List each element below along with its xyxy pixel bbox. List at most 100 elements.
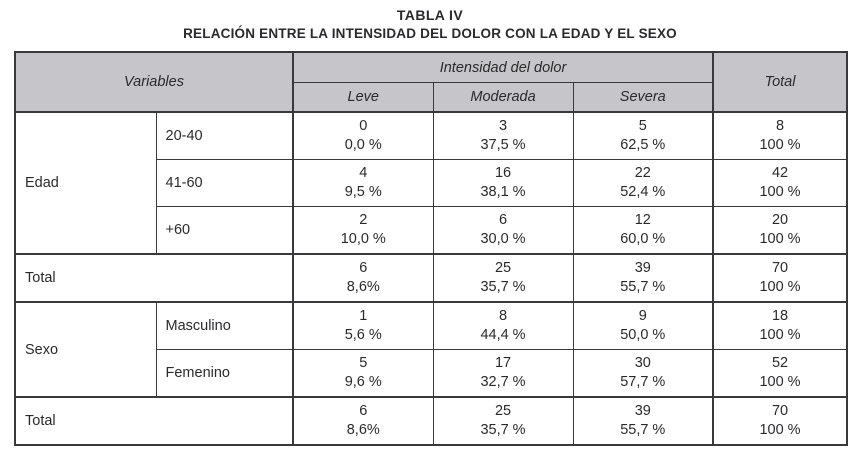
cell-percent: 57,7 % [620, 374, 666, 390]
group-label-edad: Edad [14, 111, 157, 255]
cell-percent: 55,7 % [620, 422, 666, 438]
cell-percent: 10,0 % [340, 231, 386, 247]
cell-count: 9 [638, 308, 647, 324]
cell-count: 3 [498, 118, 508, 134]
cell-count: 25 [494, 260, 512, 276]
table-cell: 42 100 % [712, 159, 848, 207]
cell-percent: 35,7 % [480, 422, 526, 438]
header-intensity-group: Intensidad del dolor [292, 51, 714, 83]
page: TABLA IV RELACIÓN ENTRE LA INTENSIDAD DE… [14, 7, 849, 446]
table-cell: 16 38,1 % [432, 159, 574, 207]
group-label-sexo: Sexo [14, 301, 157, 398]
cell-count: 16 [494, 165, 512, 181]
cell-percent: 9,5 % [344, 184, 382, 200]
table-subtitle: RELACIÓN ENTRE LA INTENSIDAD DEL DOLOR C… [183, 26, 677, 41]
cell-percent: 9,6 % [344, 374, 382, 390]
header-row-2: Leve Moderada Severa [15, 82, 847, 113]
table-cell: 12 60,0 % [572, 206, 714, 255]
cell-percent: 32,7 % [480, 374, 526, 390]
cell-percent: 100 % [759, 184, 801, 200]
table-cell: 9 50,0 % [572, 301, 714, 350]
cell-percent: 100 % [759, 327, 801, 343]
table-cell: 17 32,7 % [432, 349, 574, 398]
table-cell: 25 35,7 % [432, 396, 574, 446]
table-cell: 39 55,7 % [572, 253, 714, 303]
table-cell: 6 8,6% [292, 396, 434, 446]
header-level-moderada: Moderada [432, 82, 574, 113]
cell-count: 6 [359, 260, 368, 276]
table-cell: 30 57,7 % [572, 349, 714, 398]
cell-percent: 100 % [759, 374, 801, 390]
cell-count: 6 [359, 403, 368, 419]
results-table: Variables Intensidad del dolor Total Lev… [14, 51, 849, 446]
cell-percent: 37,5 % [480, 137, 526, 153]
cell-percent: 60,0 % [620, 231, 666, 247]
header-variables: Variables [14, 51, 294, 113]
header-row-1: Variables Intensidad del dolor Total [14, 51, 848, 113]
cell-count: 22 [634, 165, 651, 181]
row-label: Femenino [155, 349, 294, 398]
table-cell: 52 100 % [712, 349, 848, 398]
cell-count: 5 [359, 355, 368, 371]
cell-count: 8 [498, 308, 508, 324]
cell-percent: 100 % [759, 279, 801, 295]
cell-count: 18 [771, 308, 789, 324]
cell-percent: 8,6% [346, 422, 380, 438]
cell-percent: 50,0 % [620, 327, 666, 343]
cell-percent: 30,0 % [480, 231, 526, 247]
cell-percent: 44,4 % [480, 327, 526, 343]
header-total: Total [712, 51, 848, 113]
cell-percent: 8,6% [346, 279, 380, 295]
cell-count: 12 [634, 212, 651, 228]
table-cell: 70 100 % [712, 253, 848, 303]
cell-percent: 0,0 % [344, 137, 382, 153]
total-label: Total [14, 396, 294, 446]
cell-count: 25 [494, 403, 512, 419]
table-cell: 6 8,6% [292, 253, 434, 303]
cell-percent: 62,5 % [620, 137, 666, 153]
table-cell: 0 0,0 % [292, 111, 434, 160]
table-cell: 8 44,4 % [432, 301, 574, 350]
table-cell: 25 35,7 % [432, 253, 574, 303]
cell-count: 39 [634, 260, 651, 276]
cell-count: 5 [638, 118, 647, 134]
cell-percent: 35,7 % [480, 279, 526, 295]
cell-count: 17 [494, 355, 512, 371]
cell-count: 1 [359, 308, 368, 324]
cell-count: 6 [498, 212, 508, 228]
table-cell: 1 5,6 % [292, 301, 434, 350]
cell-count: 42 [771, 165, 789, 181]
table-cell: 6 30,0 % [432, 206, 574, 255]
cell-percent: 38,1 % [480, 184, 526, 200]
cell-percent: 100 % [759, 231, 801, 247]
table-row-total-sexo: Total 6 8,6% 25 35,7 % 39 55,7 % 70 100 … [14, 396, 848, 446]
table-cell: 8 100 % [712, 111, 848, 160]
table-cell: 20 100 % [712, 206, 848, 255]
cell-count: 30 [634, 355, 651, 371]
row-label: 41-60 [155, 159, 294, 207]
cell-count: 70 [771, 260, 789, 276]
table-row-edad-60plus: +60 2 10,0 % 6 30,0 % 12 60,0 % 20 100 % [15, 206, 848, 255]
table-row-edad-41-60: 41-60 4 9,5 % 16 38,1 % 22 52,4 % 42 100… [15, 159, 848, 207]
cell-count: 39 [634, 403, 651, 419]
cell-percent: 100 % [759, 137, 801, 153]
cell-percent: 5,6 % [344, 327, 382, 343]
cell-count: 8 [775, 118, 785, 134]
cell-count: 52 [771, 355, 789, 371]
row-label: 20-40 [155, 111, 294, 160]
header-level-leve: Leve [292, 82, 434, 113]
cell-count: 0 [359, 118, 368, 134]
table-row-edad-20-40: Edad 20-40 0 0,0 % 3 37,5 % 5 62,5 % 8 1… [14, 111, 848, 255]
header-level-severa: Severa [572, 82, 714, 113]
row-label: +60 [155, 206, 294, 255]
table-cell: 4 9,5 % [292, 159, 434, 207]
table-cell: 18 100 % [712, 301, 848, 350]
cell-count: 2 [359, 212, 368, 228]
cell-count: 20 [771, 212, 789, 228]
row-label: Masculino [155, 301, 294, 350]
table-cell: 70 100 % [712, 396, 848, 446]
cell-percent: 52,4 % [620, 184, 666, 200]
table-title: TABLA IV [396, 7, 464, 23]
table-cell: 2 10,0 % [292, 206, 434, 255]
table-cell: 3 37,5 % [432, 111, 574, 160]
